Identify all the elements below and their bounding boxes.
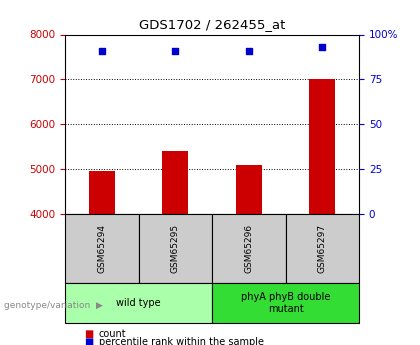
Text: GSM65297: GSM65297 <box>318 224 327 273</box>
Text: count: count <box>99 329 126 339</box>
Title: GDS1702 / 262455_at: GDS1702 / 262455_at <box>139 18 285 31</box>
Text: genotype/variation  ▶: genotype/variation ▶ <box>4 301 103 310</box>
Bar <box>310 79 335 214</box>
Bar <box>89 171 115 214</box>
Bar <box>65 283 212 323</box>
Bar <box>286 214 359 283</box>
Bar <box>212 214 286 283</box>
Text: phyA phyB double
mutant: phyA phyB double mutant <box>241 292 330 314</box>
Bar <box>65 214 139 283</box>
Point <box>98 48 105 53</box>
Point <box>319 44 326 50</box>
Bar <box>236 165 262 214</box>
Text: ■: ■ <box>84 329 93 339</box>
Text: GSM65294: GSM65294 <box>97 224 106 273</box>
Text: percentile rank within the sample: percentile rank within the sample <box>99 337 264 345</box>
Text: GSM65295: GSM65295 <box>171 224 180 273</box>
Text: wild type: wild type <box>116 298 161 308</box>
Bar <box>163 151 188 214</box>
Text: GSM65296: GSM65296 <box>244 224 253 273</box>
Bar <box>212 283 359 323</box>
Bar <box>139 214 212 283</box>
Point <box>245 48 252 53</box>
Point <box>172 48 179 53</box>
Text: ■: ■ <box>84 337 93 345</box>
